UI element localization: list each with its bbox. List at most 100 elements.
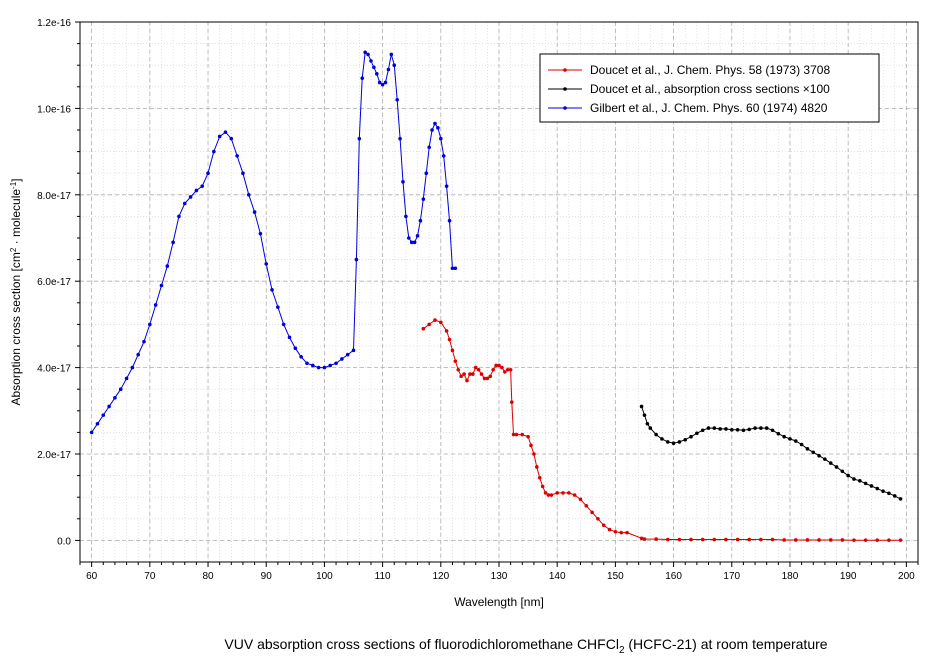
data-point [101, 413, 106, 417]
y-tick-label: 0.0 [57, 536, 71, 547]
data-point [869, 484, 874, 488]
caption-subscript: 2 [618, 644, 625, 656]
data-point [817, 453, 821, 458]
data-point [852, 538, 856, 542]
data-point [712, 426, 717, 430]
data-point [561, 491, 565, 495]
data-point [753, 426, 757, 430]
data-point [217, 134, 222, 139]
x-tick-label: 170 [723, 571, 740, 582]
data-point [654, 537, 658, 541]
data-point [805, 447, 810, 451]
data-point [360, 76, 365, 80]
legend-swatch-marker [563, 87, 567, 91]
data-point [510, 400, 514, 404]
data-point [447, 337, 452, 342]
y-tick-label: 2.0e-17 [37, 450, 71, 461]
data-point [677, 537, 682, 542]
data-point [648, 426, 653, 430]
data-point [858, 478, 862, 483]
data-point [601, 523, 606, 528]
data-point [671, 441, 676, 446]
data-point [578, 497, 583, 502]
data-point [625, 530, 629, 535]
data-point [793, 538, 798, 542]
data-point [503, 370, 507, 374]
data-point [450, 348, 455, 353]
data-point [887, 491, 891, 496]
data-point [695, 431, 699, 436]
y-tick-label: 1.0e-16 [37, 104, 71, 115]
data-point [372, 65, 376, 70]
data-point [441, 154, 446, 158]
data-point [590, 510, 594, 515]
data-point [433, 318, 437, 322]
data-point [863, 481, 868, 486]
x-tick-label: 130 [491, 571, 508, 582]
data-point [546, 493, 551, 497]
data-point [124, 376, 129, 381]
caption-main: VUV absorption cross sections of fluorod… [224, 636, 619, 652]
data-point [418, 218, 423, 223]
data-point [444, 329, 449, 333]
data-point [500, 365, 504, 370]
y-tick-label: 6.0e-17 [37, 277, 71, 288]
data-point [482, 376, 487, 381]
data-point [409, 240, 414, 245]
data-point [639, 404, 644, 409]
data-point [386, 67, 391, 72]
data-point [380, 82, 385, 87]
data-point [465, 378, 469, 383]
series-2 [89, 50, 458, 435]
data-point [430, 128, 434, 132]
data-point [450, 266, 455, 271]
data-point [389, 52, 394, 57]
data-point [433, 121, 437, 126]
data-point [415, 234, 420, 238]
data-point [729, 428, 734, 432]
data-point [113, 396, 117, 400]
data-point [543, 491, 548, 495]
data-point [898, 497, 903, 501]
x-axis: 60 70 80 90 100 110 120 130 140 150 160 170 180 190 20… [79, 562, 919, 582]
data-point [840, 538, 845, 542]
data-point [427, 322, 431, 327]
data-point [153, 303, 158, 307]
data-point [706, 426, 711, 430]
data-point [718, 427, 722, 431]
data-point [747, 537, 752, 542]
data-point [374, 72, 379, 76]
data-point [537, 475, 542, 480]
data-point [488, 374, 493, 379]
data-point [258, 231, 263, 236]
data-point [665, 440, 670, 444]
y-axis-title-sup2: -1 [9, 181, 18, 189]
data-point [567, 491, 571, 495]
x-tick-label: 150 [607, 571, 624, 582]
data-point [887, 538, 891, 542]
data-point [660, 437, 664, 441]
data-point [535, 465, 539, 469]
data-point [724, 427, 728, 431]
data-point [200, 184, 205, 188]
data-point [677, 440, 682, 444]
data-point [485, 376, 490, 381]
data-point [846, 473, 850, 478]
data-point [764, 426, 769, 430]
data-point [793, 439, 798, 443]
data-point [345, 352, 350, 357]
data-point [366, 52, 370, 57]
data-point [683, 437, 688, 442]
data-point [491, 367, 495, 372]
data-point [898, 538, 903, 542]
data-point [398, 136, 402, 141]
data-point [505, 367, 510, 372]
data-point [689, 434, 693, 439]
y-tick-label: 8.0e-17 [37, 191, 71, 202]
data-point [401, 180, 405, 184]
data-point [276, 305, 280, 309]
data-point [459, 374, 463, 379]
data-point [334, 361, 338, 366]
data-point [782, 538, 786, 542]
data-point [235, 154, 239, 158]
